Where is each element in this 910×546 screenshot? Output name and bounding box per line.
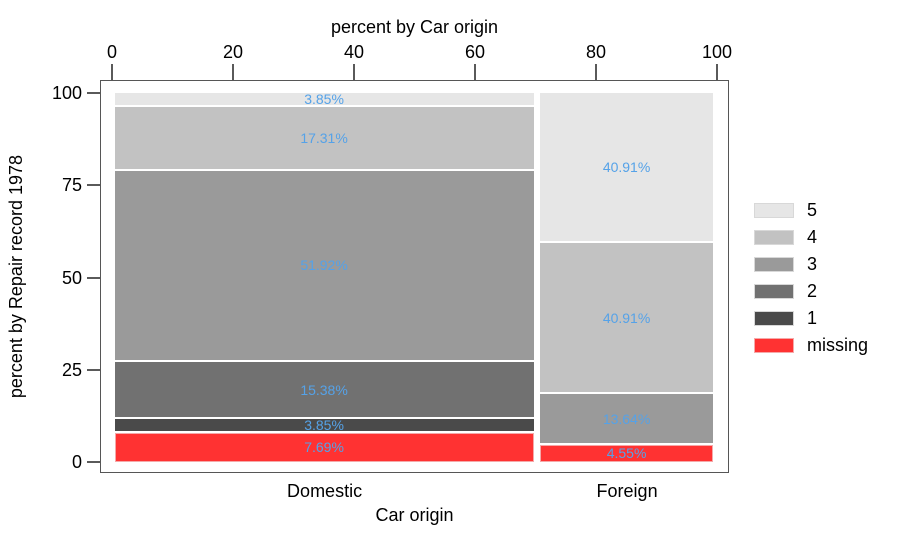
legend-label: 2 (807, 281, 818, 301)
legend-item-2: 2 (754, 278, 868, 305)
segment-foreign-3: 13.64% (539, 394, 714, 445)
segment-label: 13.64% (602, 410, 651, 427)
category-label-domestic: Domestic (287, 481, 363, 501)
mosaic-column-domestic: 7.69% 3.85% 15.38% 51.92% 17.31% 3.85% (112, 90, 537, 462)
x-tick-label: 0 (106, 42, 118, 62)
y-tick-label: 100 (51, 83, 82, 103)
y-tick-label: 50 (61, 267, 82, 288)
plot-frame: 7.69% 3.85% 15.38% 51.92% 17.31% 3.85% 4.55% 13… (100, 80, 729, 473)
legend-swatch (754, 257, 794, 272)
legend-item-missing: missing (754, 332, 868, 359)
left-axis-title: percent by Repair record 1978 (5, 154, 26, 399)
legend-item-3: 3 (754, 251, 868, 278)
legend: 5 4 3 2 1 missing (754, 197, 868, 359)
category-label-foreign: Foreign (596, 481, 658, 501)
segment-label: 17.31% (300, 129, 348, 146)
legend-label: missing (807, 335, 869, 355)
legend-swatch (754, 284, 794, 299)
segment-foreign-5: 40.91% (539, 92, 714, 244)
segment-domestic-missing: 7.69% (114, 433, 534, 462)
segment-foreign-missing: 4.55% (539, 444, 714, 462)
legend-label: 3 (807, 254, 818, 274)
x-tick-label: 100 (701, 42, 733, 62)
segment-foreign-4: 40.91% (539, 243, 714, 395)
legend-item-1: 1 (754, 305, 868, 332)
x-tick-label: 60 (464, 42, 486, 62)
segment-domestic-1: 3.85% (114, 417, 534, 434)
legend-item-4: 4 (754, 224, 868, 251)
y-tick-label: 0 (71, 452, 82, 472)
x-tick-label: 40 (343, 42, 365, 62)
segment-domestic-5: 3.85% (114, 90, 534, 107)
bottom-category-labels: Domestic Foreign (100, 481, 729, 505)
legend-label: 5 (807, 200, 818, 220)
mosaic-region: 7.69% 3.85% 15.38% 51.92% 17.31% 3.85% 4.55% 13… (112, 90, 717, 462)
x-tick-mark (474, 64, 476, 80)
left-axis-title-wrap: percent by Repair record 1978 (2, 80, 30, 473)
x-tick-mark (111, 64, 113, 80)
legend-label: 4 (807, 227, 818, 247)
x-tick-mark (232, 64, 234, 80)
segment-label: 51.92% (300, 257, 348, 274)
legend-label: 1 (807, 308, 818, 328)
segment-label: 3.85% (304, 417, 344, 434)
legend-swatch (754, 230, 794, 245)
y-tick-mark (87, 461, 100, 463)
y-tick-mark (87, 368, 100, 371)
bottom-axis-title: Car origin (375, 505, 454, 525)
legend-swatch (754, 338, 794, 353)
segment-domestic-3: 51.92% (114, 170, 534, 363)
segment-label: 15.38% (300, 381, 348, 398)
x-tick-mark (595, 64, 597, 80)
top-axis-title: percent by Car origin (330, 17, 499, 37)
segment-label: 40.91% (602, 159, 651, 175)
x-tick-label: 80 (585, 42, 607, 62)
x-tick-label: 20 (222, 42, 244, 62)
legend-item-5: 5 (754, 197, 868, 224)
y-tick-mark (87, 184, 100, 187)
x-tick-mark (716, 64, 718, 80)
segment-domestic-2: 15.38% (114, 362, 534, 419)
segment-label: 3.85% (304, 90, 344, 107)
legend-swatch (754, 311, 794, 326)
y-tick-mark (87, 92, 100, 94)
segment-domestic-4: 17.31% (114, 106, 534, 171)
x-tick-mark (353, 64, 355, 80)
segment-label: 4.55% (606, 445, 647, 462)
y-tick-label: 75 (61, 175, 82, 196)
segment-label: 40.91% (602, 309, 651, 326)
segment-label: 7.69% (304, 439, 344, 456)
mosaic-column-foreign: 4.55% 13.64% 40.91% 40.91% (537, 92, 717, 462)
y-tick-label: 25 (61, 359, 82, 380)
y-tick-mark (87, 276, 100, 279)
legend-swatch (754, 203, 794, 218)
